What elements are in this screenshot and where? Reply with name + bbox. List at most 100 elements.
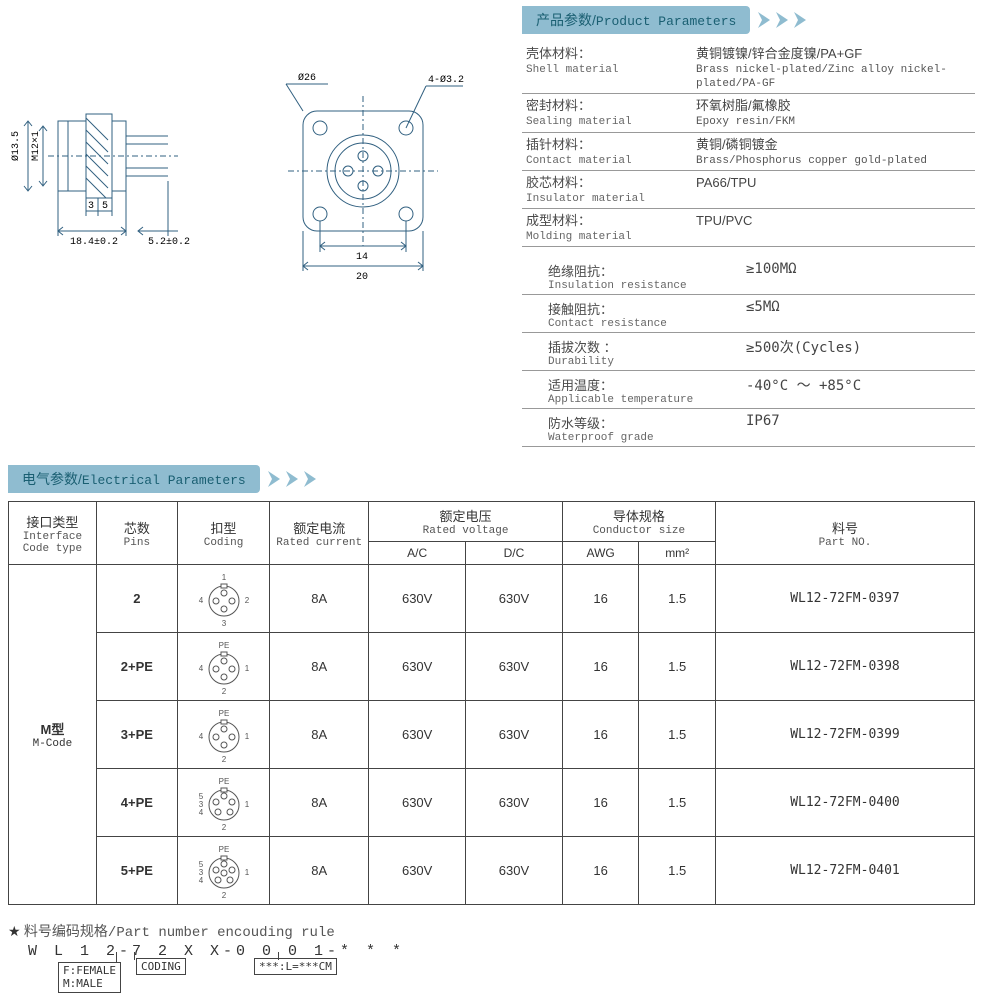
dim-3: 3 xyxy=(88,201,94,212)
dim-dia135: Ø13.5 xyxy=(10,131,22,161)
svg-text:2: 2 xyxy=(221,891,226,899)
cell-dc: 630V xyxy=(466,701,563,769)
product-params-title-cn: 产品参数 xyxy=(536,12,592,28)
cell-mm2: 1.5 xyxy=(639,701,716,769)
spec-label-en: Durability xyxy=(548,356,746,368)
cell-mm2: 1.5 xyxy=(639,769,716,837)
param-label-cn: 密封材料： xyxy=(526,98,696,115)
spec-row: 防水等级：Waterproof gradeIP67 xyxy=(522,409,975,447)
cell-coding: PE124 xyxy=(177,633,269,701)
cell-current: 8A xyxy=(270,565,369,633)
spec-label-cn: 绝缘阻抗： xyxy=(548,261,746,280)
encoding-coding-box: CODING xyxy=(136,958,186,975)
encoding-len-box: ***:L=***CM xyxy=(254,958,337,975)
svg-text:PE: PE xyxy=(218,709,229,718)
svg-text:PE: PE xyxy=(218,777,229,786)
param-label-en: Sealing material xyxy=(526,115,696,129)
param-label-cn: 壳体材料： xyxy=(526,46,696,63)
th-awg: AWG xyxy=(562,542,639,565)
cell-pins: 2+PE xyxy=(96,633,177,701)
spec-value: ≥100MΩ xyxy=(746,261,797,292)
svg-text:2: 2 xyxy=(221,823,226,831)
encoding-rule: ★ 料号编码规格/Part number encouding rule W L … xyxy=(8,921,975,998)
table-row: 3+PEPE1248A630V630V161.5WL12-72FM-0399 xyxy=(9,701,975,769)
coding-diagram: PE12354 xyxy=(196,775,252,831)
param-value-en: Epoxy resin/FKM xyxy=(696,115,975,129)
spec-value: -40°C ～ +85°C xyxy=(746,375,861,406)
svg-text:4: 4 xyxy=(198,664,203,673)
cell-ac: 630V xyxy=(369,837,466,905)
spec-label-cn: 防水等级： xyxy=(548,413,746,432)
param-label-en: Insulator material xyxy=(526,192,696,206)
svg-text:1: 1 xyxy=(244,732,249,741)
electrical-params-title-en: Electrical Parameters xyxy=(82,473,246,488)
spec-row: 插拔次数 ：Durability≥500次(Cycles) xyxy=(522,333,975,371)
spec-label-en: Insulation resistance xyxy=(548,280,746,292)
table-row: 4+PEPE123548A630V630V161.5WL12-72FM-0400 xyxy=(9,769,975,837)
cell-dc: 630V xyxy=(466,837,563,905)
dim-20: 20 xyxy=(356,272,368,283)
svg-text:1: 1 xyxy=(244,800,249,809)
cell-mm2: 1.5 xyxy=(639,565,716,633)
cell-pins: 5+PE xyxy=(96,837,177,905)
th-interface-en: Interface Code type xyxy=(15,531,90,555)
param-value-cn: 黄铜镀镍/锌合金度镍/PA+GF xyxy=(696,46,975,63)
param-value-en: Brass/Phosphorus copper gold-plated xyxy=(696,154,975,168)
dim-m12: M12×1 xyxy=(31,131,42,161)
product-params-header: 产品参数/Product Parameters xyxy=(522,6,975,34)
th-coding-en: Coding xyxy=(184,537,263,549)
cell-ac: 630V xyxy=(369,701,466,769)
table-row: M型M-Code212348A630V630V161.5WL12-72FM-03… xyxy=(9,565,975,633)
spec-row: 绝缘阻抗：Insulation resistance≥100MΩ xyxy=(522,257,975,295)
cell-mm2: 1.5 xyxy=(639,633,716,701)
spec-label-cn: 插拔次数 ： xyxy=(548,337,746,356)
param-value-cn: PA66/TPU xyxy=(696,175,975,192)
spec-value: IP67 xyxy=(746,413,780,444)
cell-pins: 2 xyxy=(96,565,177,633)
dim-432: 4-Ø3.2 xyxy=(428,74,464,86)
th-voltage-en: Rated voltage xyxy=(375,525,556,537)
th-current-en: Rated current xyxy=(276,537,362,549)
cell-ac: 630V xyxy=(369,633,466,701)
cell-awg: 16 xyxy=(562,837,639,905)
spec-label-en: Applicable temperature xyxy=(548,394,746,406)
cell-awg: 16 xyxy=(562,769,639,837)
param-row: 壳体材料：Shell material黄铜镀镍/锌合金度镍/PA+GFBrass… xyxy=(522,42,975,94)
cell-pins: 4+PE xyxy=(96,769,177,837)
cell-current: 8A xyxy=(270,701,369,769)
drawing-front-view: Ø26 4-Ø3.2 14 20 xyxy=(268,66,488,296)
cell-dc: 630V xyxy=(466,769,563,837)
th-coding-cn: 扣型 xyxy=(184,518,263,537)
svg-text:5: 5 xyxy=(198,792,203,801)
th-ac: A/C xyxy=(369,542,466,565)
cell-current: 8A xyxy=(270,837,369,905)
param-value-cn: TPU/PVC xyxy=(696,213,975,230)
cell-mm2: 1.5 xyxy=(639,837,716,905)
param-label-en: Contact material xyxy=(526,154,696,168)
param-row: 插针材料：Contact material黄铜/磷铜镀金Brass/Phosph… xyxy=(522,133,975,171)
dim-184: 18.4±0.2 xyxy=(70,237,118,248)
cell-dc: 630V xyxy=(466,633,563,701)
th-interface-cn: 接口类型 xyxy=(15,512,90,531)
spec-row: 适用温度：Applicable temperature-40°C ～ +85°C xyxy=(522,371,975,409)
svg-text:2: 2 xyxy=(221,755,226,763)
th-mm2: mm² xyxy=(639,542,716,565)
spec-label-cn: 适用温度： xyxy=(548,375,746,394)
electrical-table: 接口类型Interface Code type 芯数Pins 扣型Coding … xyxy=(8,501,975,905)
table-row: 2+PEPE1248A630V630V161.5WL12-72FM-0398 xyxy=(9,633,975,701)
svg-text:PE: PE xyxy=(218,845,229,854)
cell-interface: M型M-Code xyxy=(9,565,97,905)
spec-label-cn: 接触阻抗： xyxy=(548,299,746,318)
cell-partno: WL12-72FM-0401 xyxy=(715,837,974,905)
spec-label-en: Contact resistance xyxy=(548,318,746,330)
svg-text:3: 3 xyxy=(221,619,226,627)
param-label-en: Molding material xyxy=(526,230,696,244)
cell-ac: 630V xyxy=(369,565,466,633)
param-label-cn: 胶芯材料： xyxy=(526,175,696,192)
product-params-title-en: Product Parameters xyxy=(596,14,736,29)
svg-text:4: 4 xyxy=(198,808,203,817)
th-dc: D/C xyxy=(466,542,563,565)
svg-text:4: 4 xyxy=(198,876,203,885)
cell-ac: 630V xyxy=(369,769,466,837)
svg-text:4: 4 xyxy=(198,732,203,741)
